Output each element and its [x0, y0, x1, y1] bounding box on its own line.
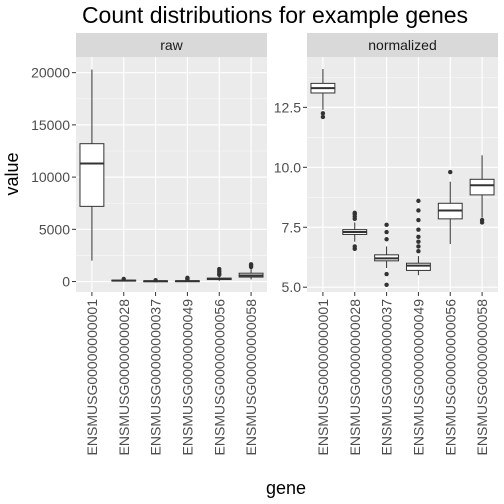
- panel-background: [307, 57, 498, 292]
- box-iqr: [405, 262, 431, 271]
- x-tick-label: ENSMUSG00000000056: [442, 299, 458, 456]
- outlier-point: [248, 262, 254, 267]
- outlier-point: [384, 229, 389, 235]
- y-tick-label: 10000: [31, 169, 70, 185]
- x-tick-label: ENSMUSG00000000037: [148, 299, 164, 456]
- x-tick-label: ENSMUSG00000000028: [116, 299, 132, 456]
- facet-strip-label: raw: [160, 37, 183, 53]
- box-ENSMUSG00000000056: [206, 266, 232, 281]
- box-iqr: [79, 143, 105, 207]
- box-ENSMUSG00000000001: [310, 68, 336, 120]
- outlier-point: [384, 237, 389, 242]
- outlier-point: [384, 271, 389, 277]
- x-tick-label: ENSMUSG00000000056: [211, 299, 227, 456]
- outlier-point: [121, 276, 126, 282]
- x-tick-label: ENSMUSG00000000001: [315, 299, 331, 456]
- outlier-point: [416, 239, 421, 244]
- box-ENSMUSG00000000049: [174, 275, 200, 283]
- x-tick-label: ENSMUSG00000000049: [410, 299, 426, 456]
- panel-background: [76, 57, 267, 292]
- outlier-point: [416, 217, 421, 223]
- outlier-point: [416, 208, 421, 213]
- facet-strip: [76, 33, 267, 57]
- outlier-point: [185, 275, 190, 280]
- outlier-point: [448, 169, 453, 175]
- y-tick-label: 7.5: [282, 219, 302, 235]
- y-tick-label: 12.5: [274, 99, 301, 115]
- panel-normalized: normalized 5.0 7.5 10.0 12.5 ENSMUSG000000000…: [274, 33, 498, 455]
- outlier-point: [416, 234, 421, 240]
- x-axis-title: gene: [266, 478, 306, 498]
- outlier-point: [320, 111, 326, 116]
- x-tick-label: ENSMUSG00000000049: [179, 299, 195, 456]
- facet-panels: raw 0 5000 10000 15000 20000 ENSMUSG0000000000…: [31, 33, 498, 455]
- y-tick-label: 15000: [31, 117, 70, 133]
- x-tick-label: ENSMUSG00000000058: [474, 299, 490, 456]
- outlier-point: [384, 222, 389, 228]
- outlier-point: [384, 282, 389, 288]
- x-tick-label: ENSMUSG00000000058: [243, 299, 259, 456]
- y-axis-title: value: [2, 152, 22, 195]
- y-tick-label: 5.0: [282, 279, 302, 295]
- box-ENSMUSG00000000058: [238, 262, 264, 280]
- outlier-point: [416, 198, 421, 204]
- box-ENSMUSG00000000001: [79, 69, 105, 261]
- box-ENSMUSG00000000049: [405, 198, 431, 276]
- outlier-point: [352, 210, 357, 216]
- y-tick-label: 20000: [31, 65, 70, 81]
- outlier-point: [320, 114, 326, 120]
- box-iqr: [469, 178, 495, 196]
- outlier-point: [217, 266, 222, 272]
- box-ENSMUSG00000000028: [111, 276, 137, 282]
- y-tick-label: 5000: [39, 221, 70, 237]
- outlier-point: [416, 244, 421, 249]
- outlier-point: [479, 217, 485, 223]
- panel-raw: raw 0 5000 10000 15000 20000 ENSMUSG0000000000…: [31, 33, 267, 455]
- box-ENSMUSG00000000056: [437, 169, 463, 245]
- box-ENSMUSG00000000028: [342, 210, 368, 252]
- outlier-point: [352, 244, 357, 249]
- x-tick-label: ENSMUSG00000000001: [84, 299, 100, 456]
- x-tick-label: ENSMUSG00000000028: [347, 299, 363, 456]
- box-ENSMUSG00000000037: [143, 277, 169, 283]
- chart-title: Count distributions for example genes: [82, 2, 468, 28]
- outlier-point: [416, 227, 421, 232]
- y-tick-label: 0: [62, 274, 70, 290]
- facet-strip: [307, 33, 498, 57]
- outlier-point: [416, 249, 421, 254]
- box-ENSMUSG00000000058: [469, 155, 495, 225]
- box-ENSMUSG00000000037: [374, 222, 400, 288]
- facet-strip-label: normalized: [368, 37, 436, 53]
- y-tick-label: 10.0: [274, 159, 301, 175]
- outlier-point: [153, 277, 158, 283]
- x-tick-label: ENSMUSG00000000037: [379, 299, 395, 456]
